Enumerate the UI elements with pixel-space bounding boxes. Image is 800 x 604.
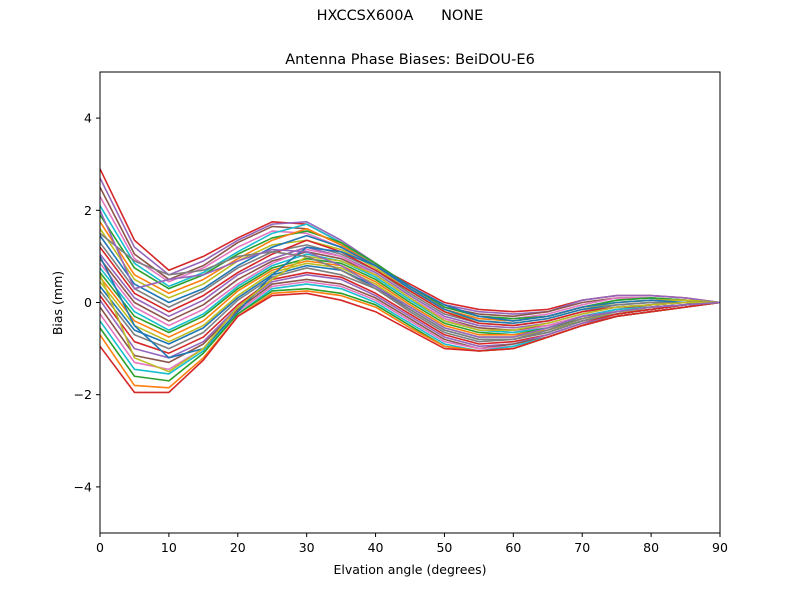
series-layer	[99, 168, 721, 394]
y-axis-label: Bias (mm)	[50, 271, 65, 335]
series-line-15	[99, 253, 721, 334]
series-line-21	[99, 271, 721, 355]
x-tick-label: 50	[436, 540, 452, 555]
series-line-10	[99, 242, 720, 327]
x-tick-label: 40	[368, 540, 384, 555]
x-tick-label: 30	[299, 540, 315, 555]
x-tick-label: 80	[643, 540, 659, 555]
x-tick-label: 70	[574, 540, 590, 555]
x-axis-label: Elvation angle (degrees)	[333, 562, 486, 577]
series-line-30	[99, 255, 720, 373]
x-tick-label: 60	[505, 540, 521, 555]
series-line-32	[99, 209, 721, 338]
y-tick-label: −4	[74, 479, 92, 494]
series-line-28	[99, 292, 721, 394]
plot-frame	[99, 71, 721, 534]
chart-title: Antenna Phase Biases: BeiDOU-E6	[285, 52, 535, 68]
y-tick-label: −2	[74, 387, 92, 402]
x-tick-label: 20	[230, 540, 246, 555]
figure-suptitle: HXCCSX600A NONE	[316, 8, 484, 24]
y-tick-label: 0	[84, 295, 92, 310]
y-tick-label: 2	[84, 203, 92, 218]
x-tick-label: 0	[96, 540, 104, 555]
x-tick-label: 90	[712, 540, 728, 555]
axis-ticks: 0 10 20 30 40 50 60 70 80 90 −4 −2 0 2 4	[74, 111, 728, 555]
x-tick-label: 10	[161, 540, 177, 555]
y-tick-label: 4	[84, 111, 92, 126]
